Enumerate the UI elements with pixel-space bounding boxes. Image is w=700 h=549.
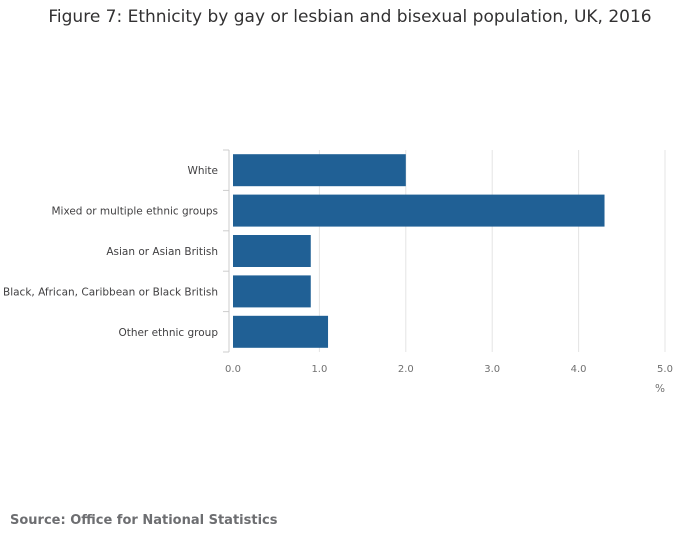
category-label: Other ethnic group — [118, 327, 218, 339]
bar — [233, 235, 311, 267]
x-axis-unit-label: % — [655, 383, 665, 395]
x-tick-label: 2.0 — [398, 364, 414, 375]
chart-title: Figure 7: Ethnicity by gay or lesbian an… — [48, 7, 652, 27]
bar — [233, 275, 311, 308]
bar — [233, 194, 605, 227]
x-tick-label: 3.0 — [484, 364, 500, 375]
category-label: Asian or Asian British — [106, 246, 218, 258]
category-label: Mixed or multiple ethnic groups — [51, 206, 218, 218]
category-label: White — [187, 165, 218, 177]
x-tick-label: 5.0 — [657, 364, 673, 375]
bars — [233, 154, 605, 348]
x-tick-labels: 0.0 1.0 2.0 3.0 4.0 5.0 — [225, 364, 673, 375]
category-label: Black, African, Caribbean or Black Briti… — [3, 286, 218, 298]
x-tick-label: 1.0 — [311, 364, 327, 375]
bar — [233, 315, 329, 348]
category-axis — [223, 149, 230, 353]
source-note: Source: Office for National Statistics — [10, 513, 278, 528]
x-tick-label: 0.0 — [225, 364, 241, 375]
category-labels: White Mixed or multiple ethnic groups Asia… — [3, 165, 218, 339]
bar — [233, 154, 406, 187]
x-tick-label: 4.0 — [571, 364, 587, 375]
